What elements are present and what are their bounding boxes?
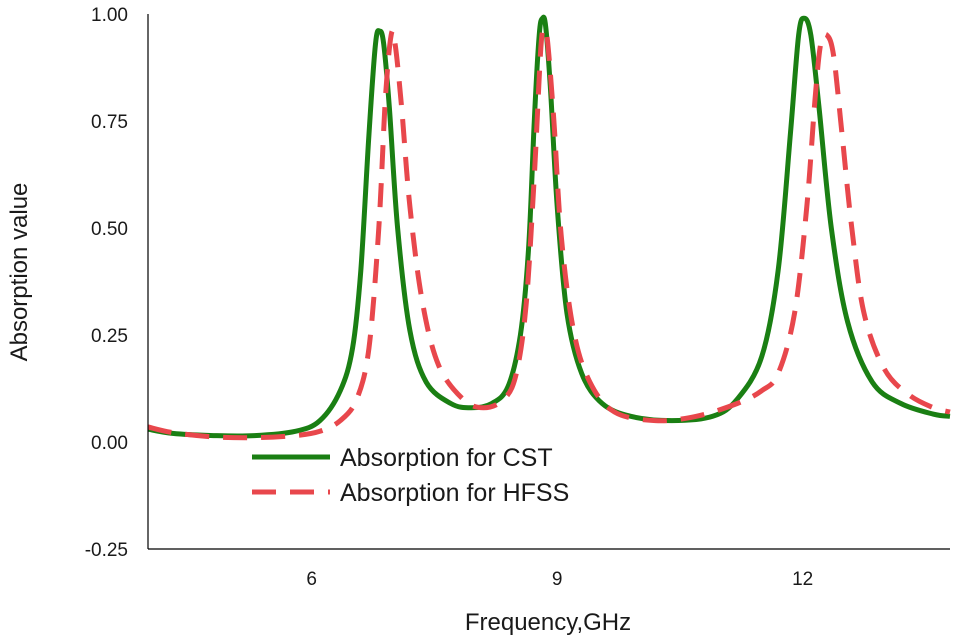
x-axis-ticks: 6 9 12 (306, 569, 813, 590)
y-tick-label: 0.75 (91, 112, 128, 133)
x-tick-label: 6 (306, 569, 317, 590)
y-tick-label: 1.00 (91, 5, 128, 26)
x-tick-label: 12 (792, 569, 813, 590)
y-tick-label: 0.25 (91, 326, 128, 347)
y-tick-label: -0.25 (85, 540, 128, 561)
y-tick-label: 0.00 (91, 433, 128, 454)
hfss-series-line (147, 26, 951, 441)
legend-label-cst: Absorption for CST (340, 444, 553, 472)
y-tick-label: 0.50 (91, 219, 128, 240)
y-axis-title: Absorption value (6, 183, 33, 362)
y-axis-ticks: 1.00 0.75 0.50 0.25 0.00 -0.25 (85, 5, 128, 561)
plot-area (147, 14, 951, 441)
legend: Absorption for CST Absorption for HFSS (252, 444, 569, 507)
x-tick-label: 9 (552, 569, 563, 590)
x-axis-title: Frequency,GHz (465, 609, 631, 636)
legend-label-hfss: Absorption for HFSS (340, 479, 569, 507)
cst-series-line (147, 14, 951, 439)
